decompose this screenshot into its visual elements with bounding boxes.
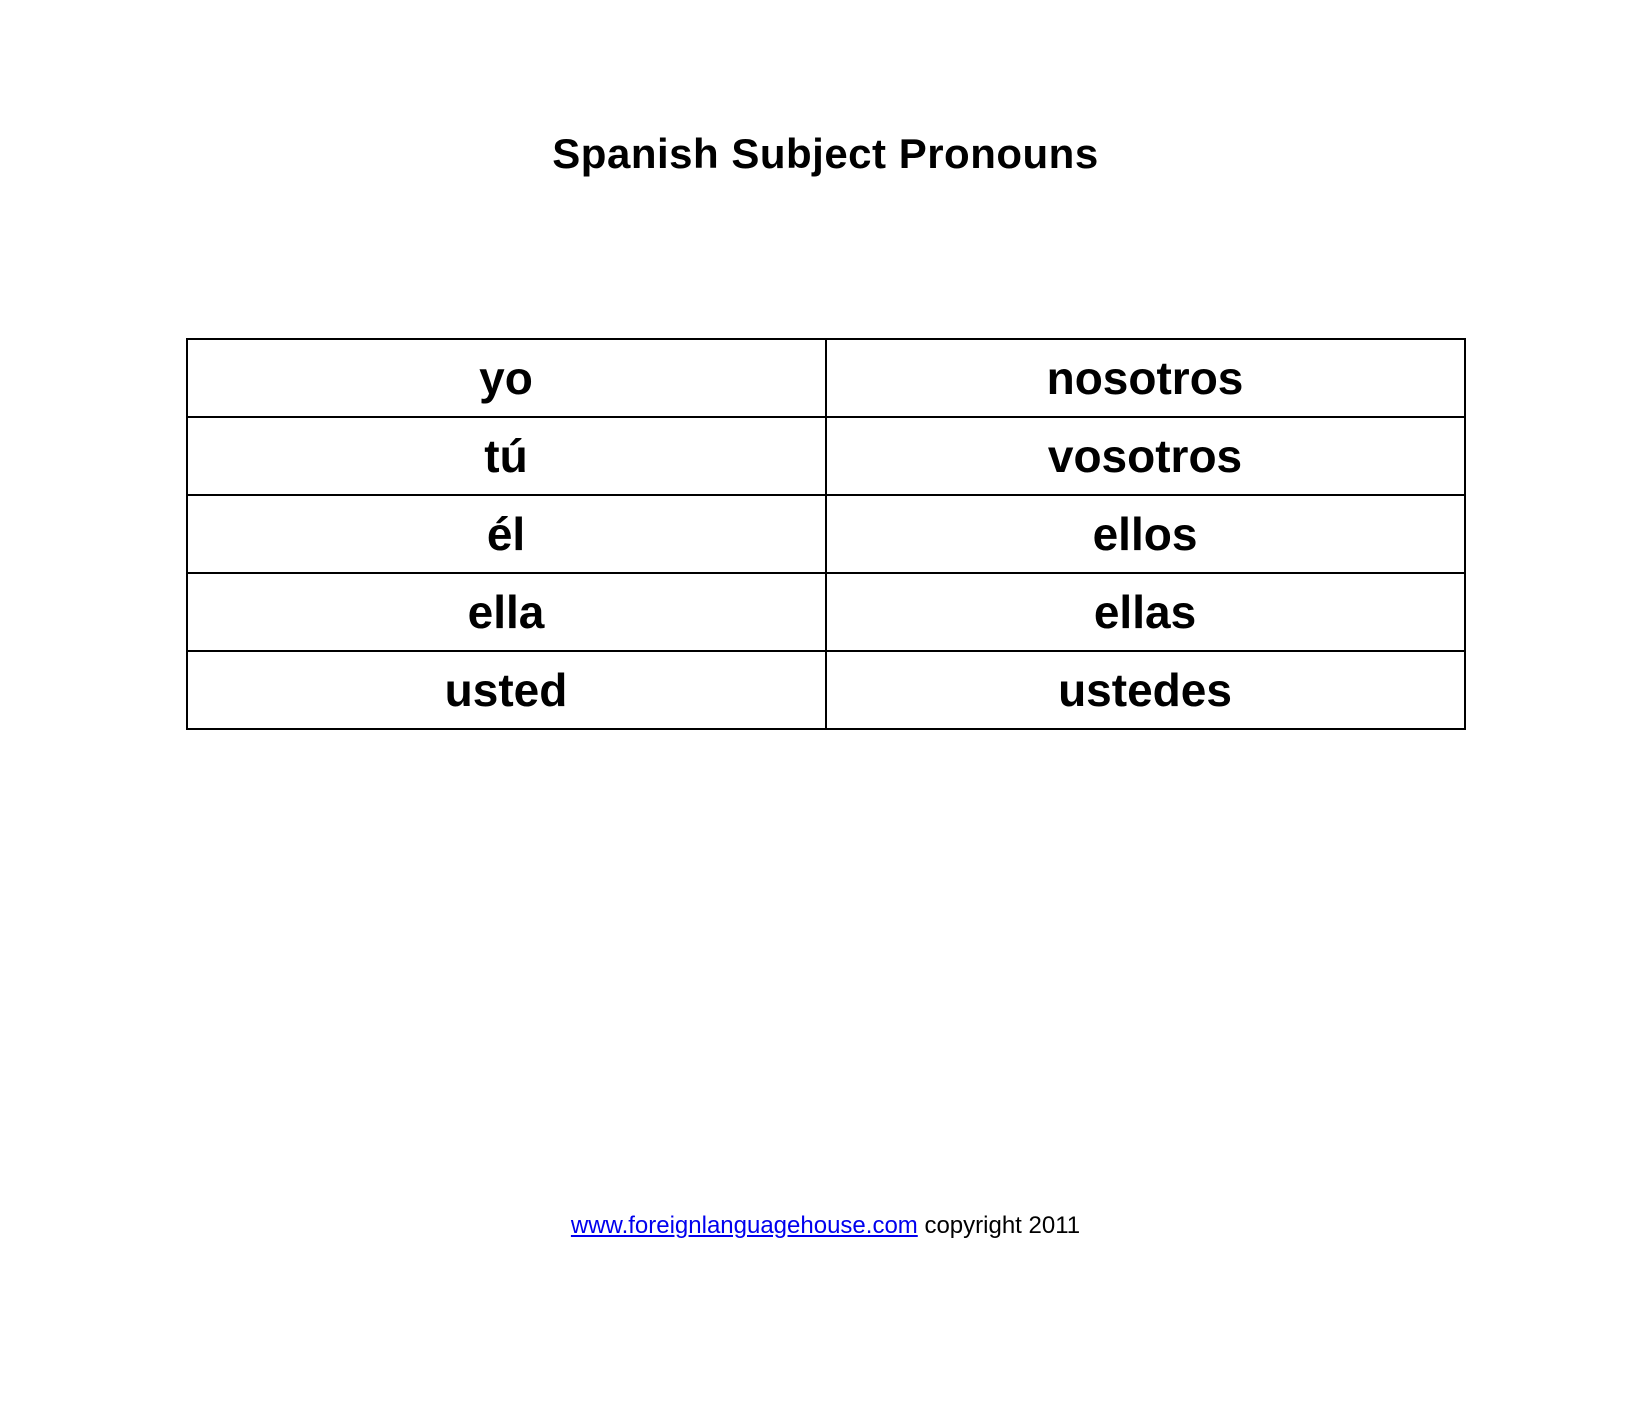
table-cell: ellas: [826, 573, 1465, 651]
table-row: yo nosotros: [187, 339, 1465, 417]
table-cell: ustedes: [826, 651, 1465, 729]
table-row: tú vosotros: [187, 417, 1465, 495]
table-cell: ellos: [826, 495, 1465, 573]
table-cell: él: [187, 495, 826, 573]
table-container: yo nosotros tú vosotros él ellos ella el…: [0, 338, 1651, 730]
page-title: Spanish Subject Pronouns: [0, 130, 1651, 178]
table-cell: ella: [187, 573, 826, 651]
table-cell: nosotros: [826, 339, 1465, 417]
table-cell: yo: [187, 339, 826, 417]
table-row: usted ustedes: [187, 651, 1465, 729]
table-cell: usted: [187, 651, 826, 729]
copyright-text: copyright 2011: [918, 1212, 1080, 1239]
table-cell: vosotros: [826, 417, 1465, 495]
footer: www.foreignlanguagehouse.com copyright 2…: [0, 1212, 1651, 1240]
table-cell: tú: [187, 417, 826, 495]
footer-link[interactable]: www.foreignlanguagehouse.com: [571, 1212, 918, 1239]
table-row: él ellos: [187, 495, 1465, 573]
table-row: ella ellas: [187, 573, 1465, 651]
pronouns-table: yo nosotros tú vosotros él ellos ella el…: [186, 338, 1466, 730]
